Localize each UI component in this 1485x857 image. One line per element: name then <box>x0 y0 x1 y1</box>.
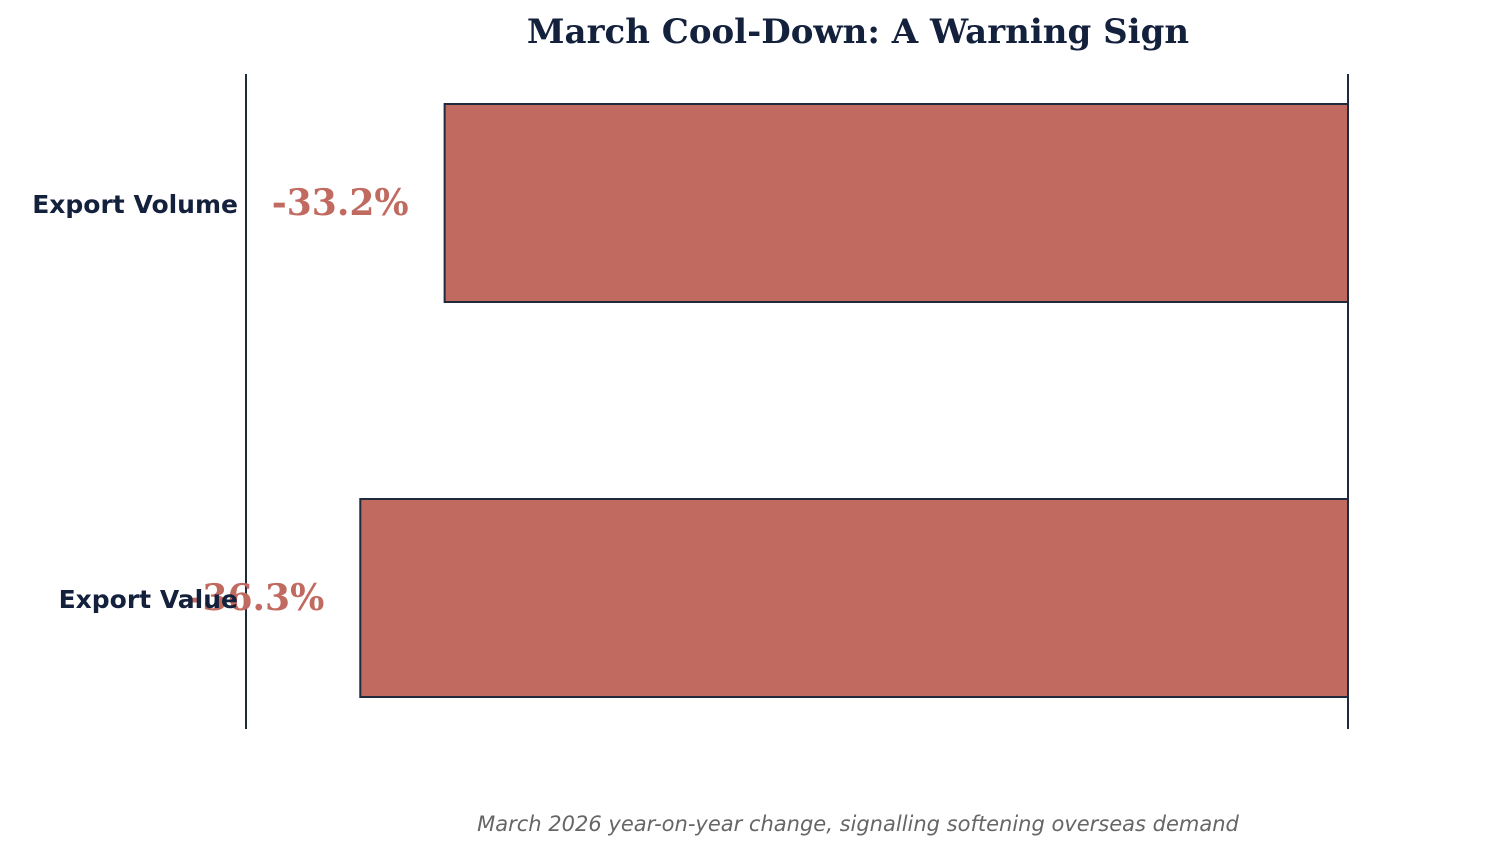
chart-title: March Cool-Down: A Warning Sign <box>527 12 1189 52</box>
value-label: -36.3% <box>187 577 324 619</box>
bars-group <box>359 103 1350 698</box>
bar-export-value <box>359 498 1349 698</box>
bar-export-volume <box>443 103 1350 303</box>
chart-caption: March 2026 year-on-year change, signalli… <box>477 812 1239 836</box>
labels-group: -33.2% Export Volume -36.3%Export Value <box>32 182 408 619</box>
category-label: Export Volume <box>32 190 238 219</box>
value-label: -33.2% <box>272 182 409 224</box>
category-label: Export Value <box>59 585 238 614</box>
